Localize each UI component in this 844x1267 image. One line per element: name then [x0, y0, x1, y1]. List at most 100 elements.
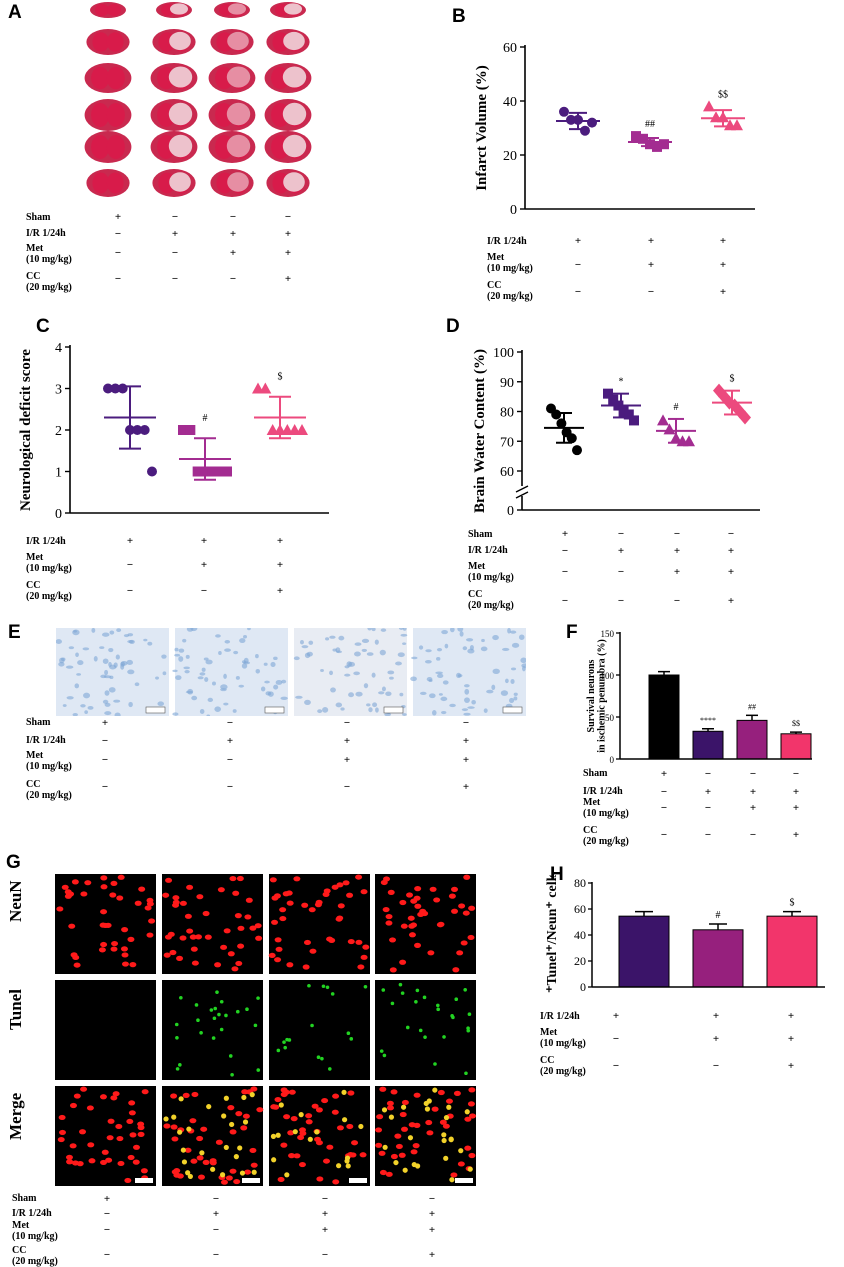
treatment-sign: −	[171, 247, 179, 259]
data-point	[551, 409, 562, 420]
neun-cell	[191, 960, 199, 966]
significance-label: $$	[792, 719, 800, 728]
brain-slice	[156, 2, 192, 18]
treatment-sign: +	[719, 259, 727, 271]
treatment-label-cc: CC (20 mg/kg)	[487, 280, 533, 302]
treatment-sign: −	[126, 559, 134, 571]
neun-cell	[112, 1091, 120, 1097]
neun-cell	[410, 898, 418, 904]
neun-cell	[231, 966, 239, 972]
neun-cell	[290, 1116, 298, 1122]
tunel-cell	[180, 1147, 186, 1153]
data-point	[623, 409, 634, 420]
data-point	[683, 435, 695, 447]
nissl-cell	[375, 707, 379, 713]
y-tick-label: 0	[55, 507, 62, 522]
data-point	[214, 466, 225, 477]
tunel-cell	[418, 1028, 423, 1033]
treatment-sign: +	[428, 1249, 436, 1261]
tunel-cell	[441, 1137, 447, 1144]
nissl-cell	[332, 648, 337, 652]
neun-cell	[186, 928, 194, 934]
nissl-cell	[58, 661, 65, 667]
neun-cell	[234, 913, 242, 919]
neun-cell	[375, 1127, 383, 1133]
treatment-sign: +	[321, 1224, 329, 1236]
nissl-cell	[123, 634, 130, 638]
nissl-cell	[264, 680, 270, 684]
tunel-cell	[464, 1071, 468, 1076]
nissl-cell	[293, 656, 300, 661]
panel-label-c: C	[36, 316, 50, 337]
neun-cell	[277, 1176, 285, 1183]
nissl-cell	[212, 681, 216, 686]
neun-cell	[111, 940, 119, 947]
significance-label: $	[790, 898, 795, 909]
neun-cell	[414, 942, 422, 948]
nissl-cell	[255, 654, 259, 659]
data-point	[659, 139, 669, 150]
data-point	[110, 383, 121, 394]
nissl-cell	[161, 654, 167, 659]
y-tick-label: 40	[503, 95, 517, 110]
nissl-cell	[162, 671, 167, 676]
tunel-cell	[181, 1159, 188, 1165]
nissl-cell	[441, 710, 447, 715]
brain-slice	[150, 99, 198, 131]
treatment-sign: −	[212, 1193, 220, 1205]
data-point	[178, 425, 188, 435]
neun-cell	[202, 910, 210, 917]
treatment-label-ir: I/R 1/24h	[26, 735, 66, 746]
treatment-label-met: Met (10 mg/kg)	[26, 552, 72, 574]
nissl-cell	[344, 673, 351, 677]
treatment-sign: +	[792, 829, 800, 841]
scale-bar	[455, 1178, 473, 1183]
neun-cell	[132, 1144, 140, 1150]
treatment-sign: +	[462, 754, 470, 766]
neun-cell	[109, 892, 117, 898]
nissl-cell	[280, 696, 288, 700]
tunel-cell	[223, 1144, 229, 1151]
treatment-label-ir: I/R 1/24h	[487, 236, 527, 247]
data-point	[618, 406, 629, 417]
nissl-cell	[104, 711, 112, 716]
tunel-cell	[451, 1015, 455, 1020]
tunel-cell	[446, 1104, 452, 1110]
neun-cell	[280, 1142, 288, 1148]
scale-bar	[135, 1178, 153, 1183]
neun-cell	[167, 931, 175, 937]
neun-cell	[452, 967, 460, 973]
nissl-cell	[102, 632, 110, 637]
data-point	[147, 466, 157, 477]
neun-cell	[220, 1179, 228, 1185]
tunel-cell	[466, 1026, 470, 1030]
nissl-cell	[263, 662, 268, 666]
nissl-cell	[218, 650, 222, 655]
nissl-cell	[77, 660, 84, 666]
nissl-cell	[322, 707, 329, 713]
tunel-cell	[219, 1172, 226, 1178]
neun-cell	[172, 902, 180, 908]
neun-cell	[301, 902, 309, 908]
neun-cell	[86, 1105, 94, 1111]
nissl-cell	[191, 695, 198, 701]
nissl-cell	[201, 667, 206, 672]
treatment-sign: −	[660, 802, 668, 814]
nissl-cell	[429, 693, 436, 699]
nissl-cell	[400, 633, 408, 637]
neun-cell	[349, 1152, 357, 1158]
treatment-sign: −	[712, 1060, 720, 1072]
nissl-cell	[187, 688, 194, 695]
neun-cell	[286, 962, 294, 968]
neun-cell	[328, 937, 336, 944]
neun-cell	[58, 1114, 66, 1121]
tunel-cell	[177, 1129, 183, 1135]
tunel-cell	[328, 1067, 332, 1071]
panel-label-e: E	[8, 622, 21, 643]
nissl-cell	[379, 649, 386, 656]
tunel-cell	[349, 1037, 354, 1041]
nissl-cell	[492, 635, 499, 641]
neun-cell	[117, 874, 125, 880]
neun-cell	[433, 897, 441, 903]
tunel-cell	[253, 1023, 258, 1028]
